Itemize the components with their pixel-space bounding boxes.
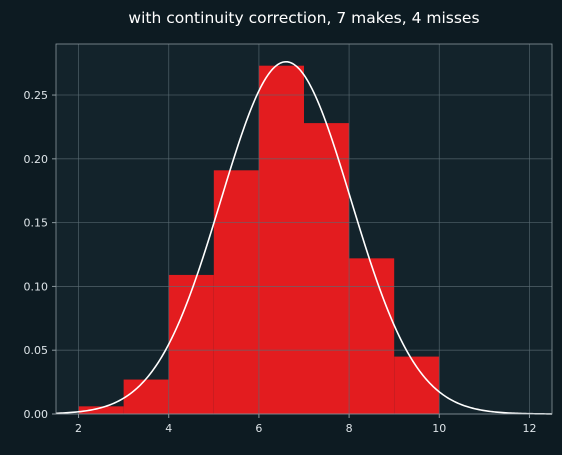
bar-3: [213, 170, 259, 414]
y-tick-label-1: 0.05: [24, 344, 49, 357]
bar-1: [123, 379, 169, 414]
x-tick-label-1: 4: [165, 422, 172, 435]
y-tick-label-0: 0.00: [24, 408, 49, 421]
bar-5: [304, 123, 350, 414]
bar-0: [78, 406, 124, 414]
y-tick-label-5: 0.25: [24, 89, 49, 102]
x-tick-label-3: 8: [346, 422, 353, 435]
x-tick-label-4: 10: [432, 422, 446, 435]
y-tick-label-3: 0.15: [24, 217, 49, 230]
y-tick-label-2: 0.10: [24, 280, 49, 293]
ticks-group: 2 4 6 8 10 12 0.00 0.05 0.10 0.15 0.20 0.25: [24, 89, 537, 435]
chart-title: with continuity correction, 7 makes, 4 m…: [128, 9, 479, 27]
bar-6: [349, 258, 395, 414]
pdf-curve: [55, 60, 553, 415]
bar-2: [168, 274, 214, 414]
bar-4: [258, 65, 304, 415]
y-tick-label-4: 0.20: [24, 153, 49, 166]
plot-frame: [55, 43, 553, 415]
x-tick-label-2: 6: [255, 422, 262, 435]
x-tick-label-5: 12: [522, 422, 536, 435]
x-tick-label-0: 2: [75, 422, 82, 435]
